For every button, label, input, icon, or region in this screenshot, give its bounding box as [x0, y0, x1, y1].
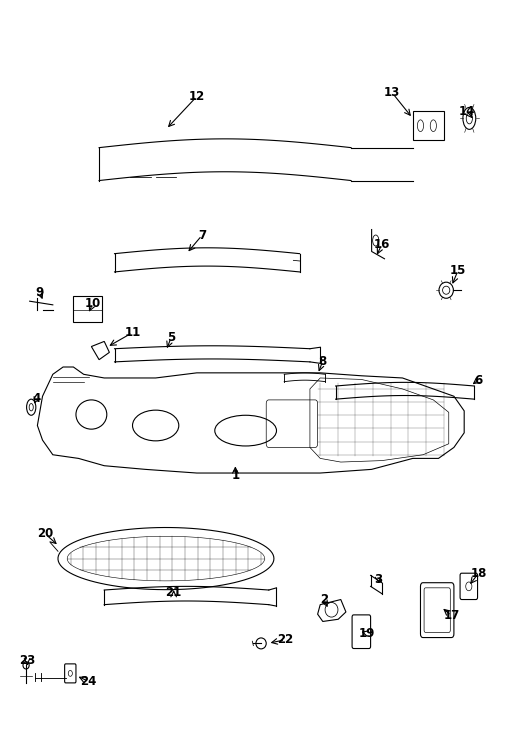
Text: 15: 15 [450, 264, 466, 277]
Text: 3: 3 [374, 573, 383, 586]
Text: 24: 24 [81, 675, 97, 688]
Text: 16: 16 [374, 238, 390, 250]
Text: 21: 21 [165, 586, 182, 599]
Text: 22: 22 [277, 633, 293, 646]
Text: 1: 1 [231, 469, 239, 482]
Text: 19: 19 [358, 627, 375, 639]
Text: 12: 12 [189, 90, 205, 103]
Text: 8: 8 [318, 355, 327, 368]
Text: 14: 14 [459, 104, 475, 117]
Text: 5: 5 [167, 331, 175, 344]
Text: 17: 17 [443, 609, 460, 622]
Text: 18: 18 [470, 567, 487, 580]
Text: 6: 6 [474, 374, 482, 387]
Text: 11: 11 [125, 326, 141, 339]
Text: 13: 13 [384, 87, 400, 99]
Text: 2: 2 [320, 593, 328, 606]
Text: 7: 7 [198, 229, 206, 242]
Text: 23: 23 [19, 655, 35, 667]
Text: 9: 9 [36, 286, 44, 299]
Text: 20: 20 [37, 527, 53, 540]
Text: 10: 10 [85, 297, 101, 310]
Text: 4: 4 [32, 392, 40, 405]
